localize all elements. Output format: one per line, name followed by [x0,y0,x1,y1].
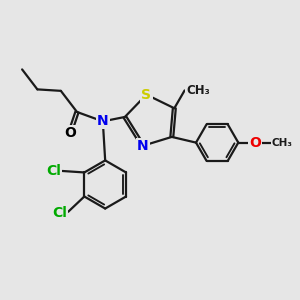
Text: O: O [64,126,76,140]
Text: N: N [97,114,109,128]
Text: Cl: Cl [52,206,67,220]
Text: N: N [137,139,149,153]
Text: CH₃: CH₃ [272,138,293,148]
Text: CH₃: CH₃ [186,84,210,97]
Text: O: O [249,136,261,150]
Text: Cl: Cl [46,164,61,178]
Text: S: S [141,88,152,102]
